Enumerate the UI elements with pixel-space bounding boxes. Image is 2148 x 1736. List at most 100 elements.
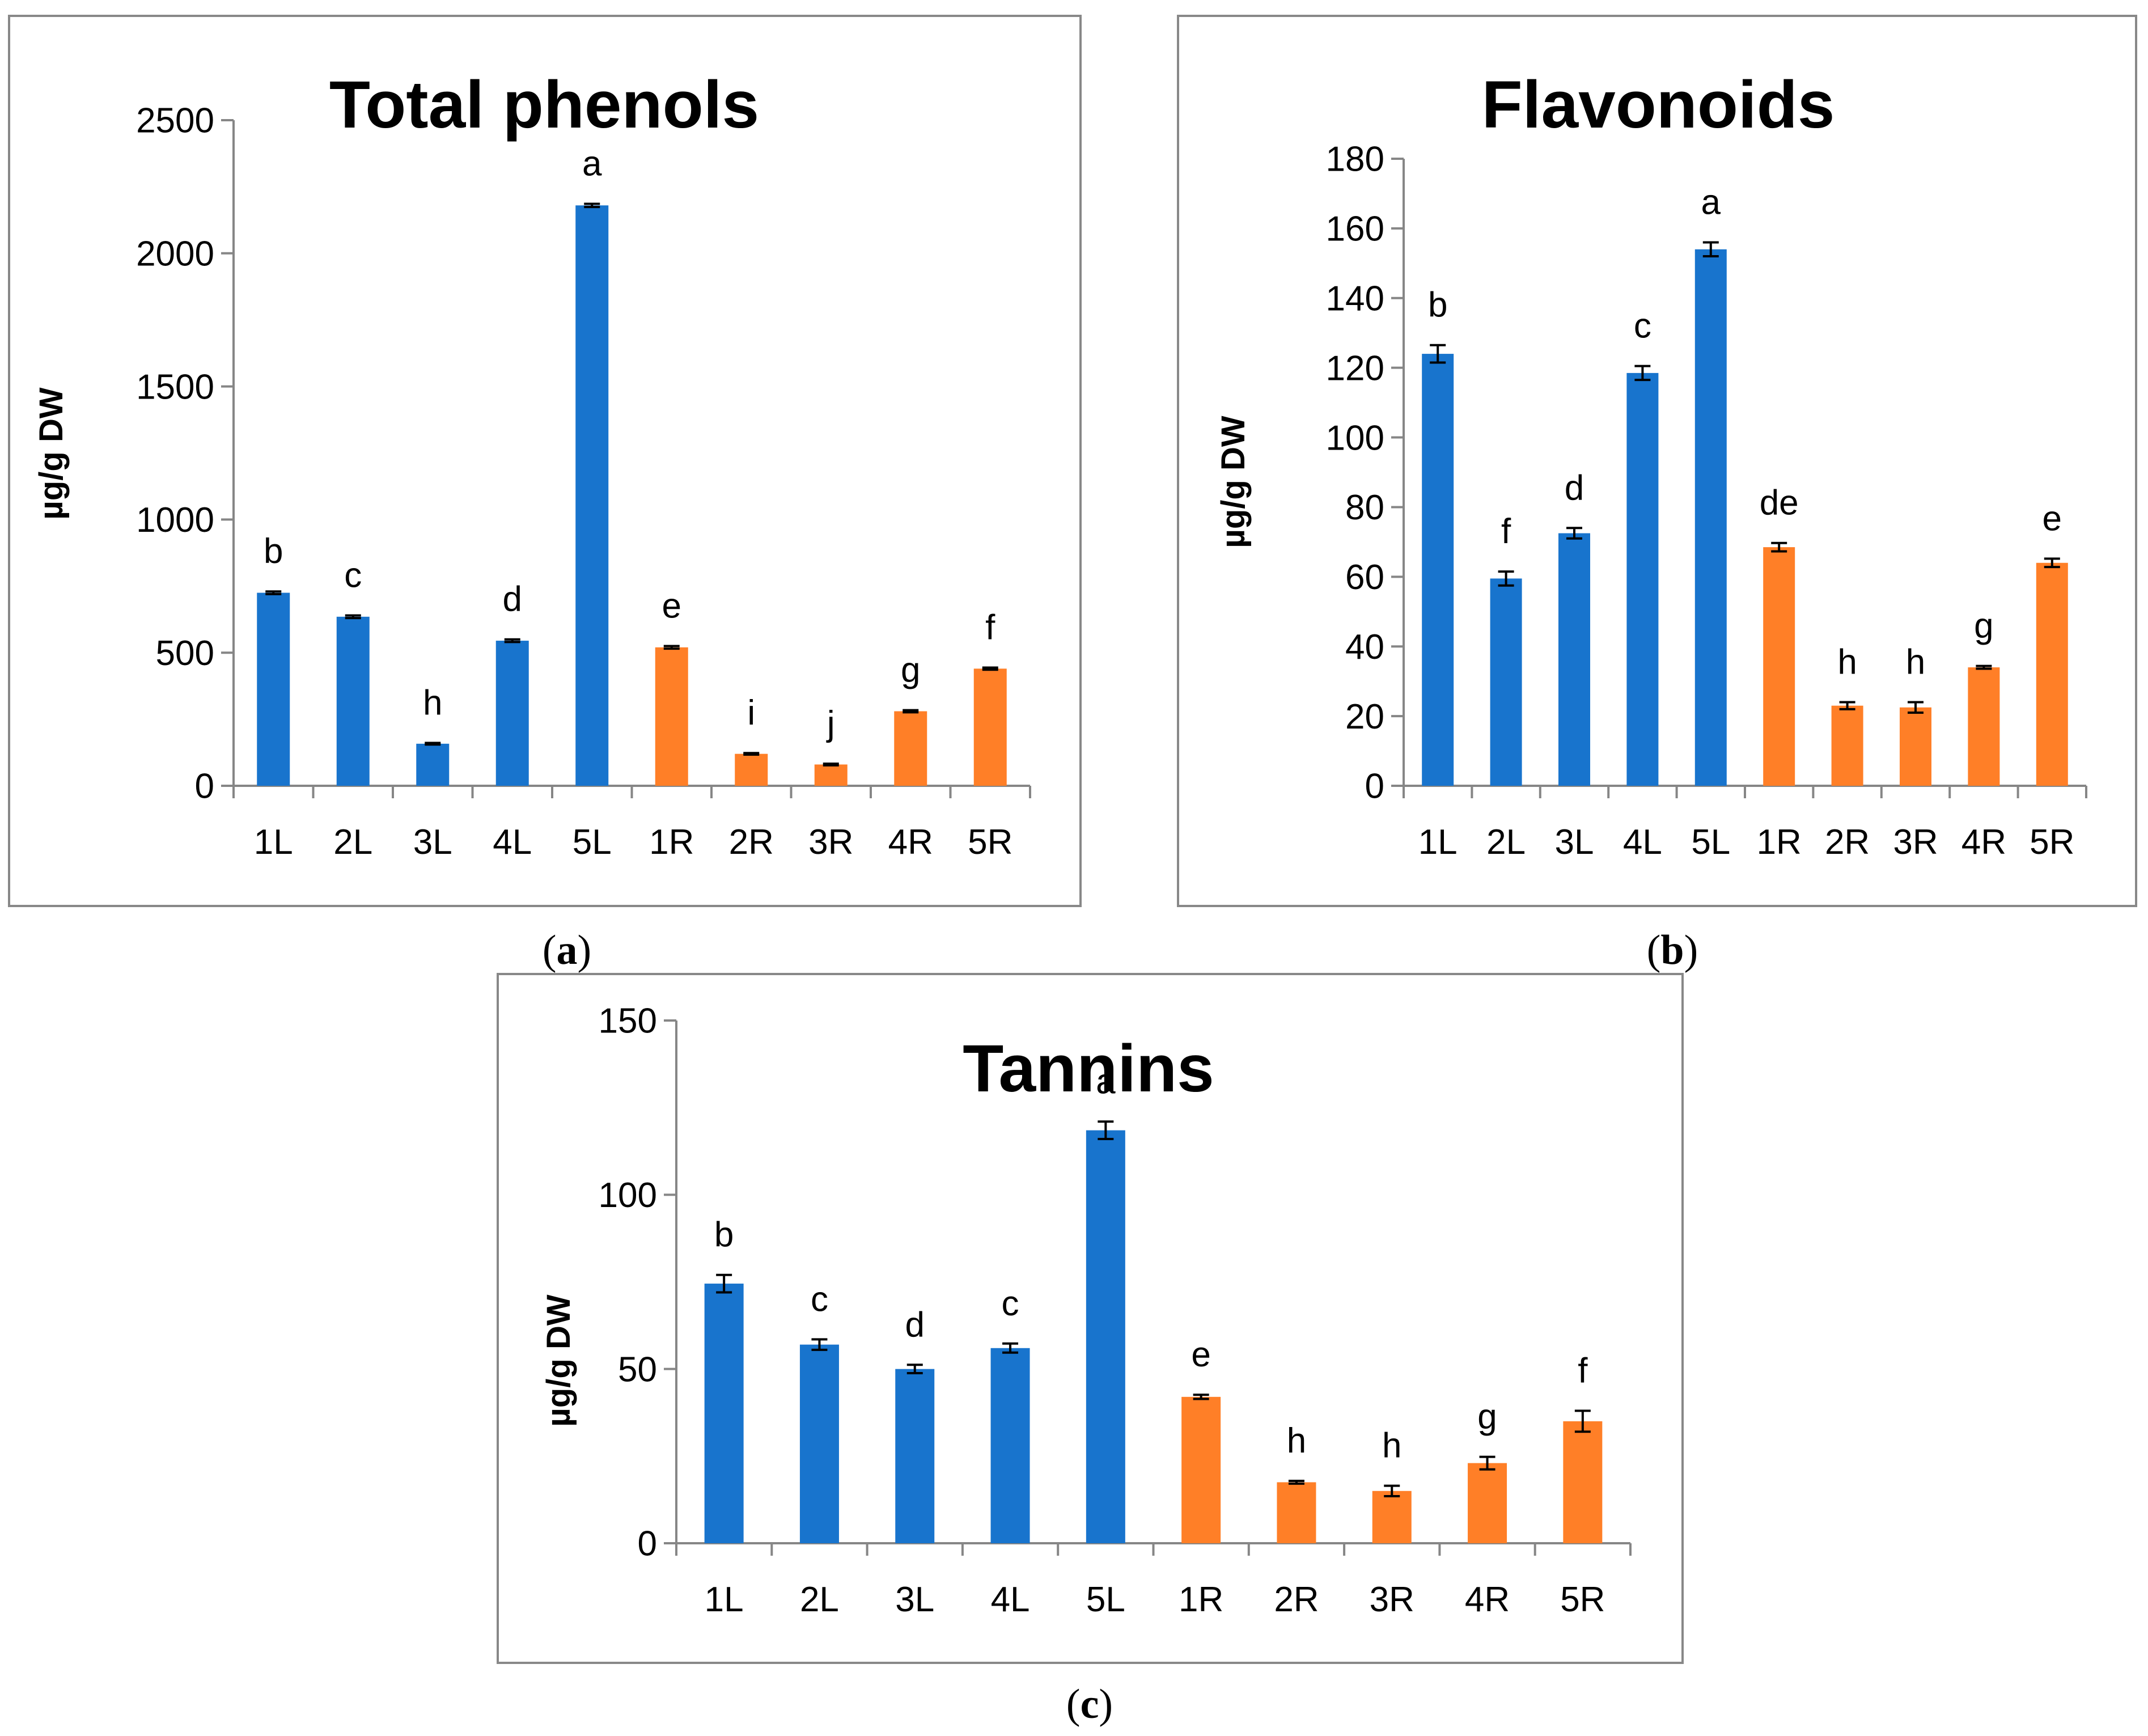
y-tick-label: 160 — [1326, 210, 1384, 249]
x-tick-label-3L: 3L — [895, 1580, 934, 1619]
x-tick-label-5L: 5L — [1691, 823, 1730, 862]
bar-3R — [1900, 707, 1931, 786]
error-bar-2L — [811, 1338, 828, 1351]
significance-letter-3L: d — [1565, 468, 1584, 507]
chart-b-title: Flavonoids — [1482, 67, 1835, 142]
chart-b-ylabel: µg/g DW — [1215, 416, 1252, 548]
bar-5L — [1086, 1130, 1125, 1543]
bar-1L — [257, 592, 290, 786]
panel-b-caption-letter: b — [1660, 927, 1684, 973]
significance-letter-5R: f — [1578, 1351, 1588, 1390]
significance-letter-2R: h — [1837, 643, 1857, 682]
error-bar-4R — [903, 709, 919, 714]
y-tick-label: 500 — [156, 634, 214, 673]
significance-letter-1R: e — [662, 586, 681, 625]
significance-letter-5L: a — [1701, 183, 1721, 222]
bar-3L — [416, 743, 450, 786]
error-bar-5L — [1702, 241, 1719, 258]
bar-4L — [1626, 372, 1659, 786]
chart-c-ylabel: µg/g DW — [540, 1294, 577, 1426]
significance-letter-2L: c — [811, 1280, 828, 1319]
bar-4R — [1968, 667, 2000, 786]
error-bar-1L — [716, 1273, 732, 1294]
y-tick-label: 60 — [1345, 558, 1384, 597]
x-tick-label-5L: 5L — [573, 823, 612, 862]
error-bar-3L — [1566, 527, 1582, 540]
panel-a-caption-letter: a — [557, 927, 578, 973]
x-tick-label-1L: 1L — [1418, 823, 1458, 862]
error-bar-4L — [504, 638, 520, 643]
bar-4L — [495, 641, 529, 786]
y-tick-label: 0 — [638, 1525, 657, 1564]
chart-b-xticks: 1L 2L 3L 4L 5L 1R 2R 3R 4R 5R — [1403, 786, 2087, 862]
error-bar-4L — [1002, 1342, 1019, 1354]
error-bar-1R — [663, 645, 680, 650]
significance-letter-4R: g — [1477, 1398, 1497, 1437]
bar-4R — [1468, 1463, 1507, 1543]
x-tick-label-2R: 2R — [1825, 823, 1870, 862]
bar-4L — [990, 1348, 1030, 1543]
y-tick-label: 100 — [599, 1176, 657, 1215]
significance-letter-3L: d — [905, 1305, 925, 1344]
x-tick-label-3R: 3R — [1370, 1580, 1414, 1619]
panel-b-caption: (b) — [1647, 927, 1698, 973]
y-tick-label: 40 — [1345, 628, 1384, 667]
error-bar-1L — [1430, 344, 1446, 364]
bar-5L — [575, 205, 609, 786]
bar-5R — [1563, 1421, 1603, 1543]
error-bar-3L — [906, 1364, 923, 1375]
error-bar-1L — [265, 590, 282, 595]
significance-letter-3R: h — [1906, 643, 1925, 682]
x-tick-label-5R: 5R — [968, 823, 1012, 862]
significance-letter-4R: g — [901, 651, 920, 690]
error-bar-3R — [1384, 1484, 1400, 1498]
error-bar-3L — [425, 742, 441, 746]
significance-letter-2R: i — [747, 693, 755, 732]
y-tick-label: 100 — [1326, 418, 1384, 458]
bar-1L — [1422, 354, 1454, 786]
error-bar-3R — [823, 763, 839, 767]
bar-2R — [735, 753, 768, 786]
chart-a-ylabel: µg/g DW — [33, 387, 70, 519]
x-tick-label-2L: 2L — [1486, 823, 1526, 862]
error-bar-5R — [1574, 1409, 1591, 1433]
error-bar-4R — [1976, 664, 1992, 670]
y-tick-label: 180 — [1326, 140, 1384, 179]
error-bar-5L — [1098, 1120, 1114, 1140]
bar-2L — [1490, 578, 1522, 786]
y-tick-label: 0 — [1365, 767, 1384, 806]
bar-1R — [1181, 1396, 1221, 1543]
x-tick-label-4R: 4R — [1961, 823, 2006, 862]
chart-b-yticks: 0 20 40 60 80 100 120 140 160 180 — [1326, 140, 1404, 806]
x-tick-label-4L: 4L — [493, 823, 532, 862]
error-bar-2R — [743, 752, 760, 756]
chart-c-xticks: 1L 2L 3L 4L 5L 1R 2R 3R 4R 5R — [675, 1543, 1632, 1619]
x-tick-label-1L: 1L — [705, 1580, 744, 1619]
chart-b-plot: b f d c a de h h g e — [1403, 159, 2086, 787]
y-tick-label: 140 — [1326, 279, 1384, 318]
chart-a-yticks: 0 500 1000 1500 2000 2500 — [136, 101, 234, 806]
chart-a-xticks: 1L 2L 3L 4L 5L 1R 2R 3R 4R 5R — [232, 786, 1031, 862]
x-tick-label-4R: 4R — [1465, 1580, 1510, 1619]
chart-c-title: Tannins — [963, 1031, 1214, 1106]
bar-4R — [894, 711, 927, 786]
x-tick-label-5L: 5L — [1086, 1580, 1125, 1619]
y-tick-label: 2000 — [136, 235, 214, 274]
bar-2L — [799, 1344, 839, 1543]
bar-1R — [1763, 547, 1795, 786]
bar-3R — [814, 764, 848, 786]
x-tick-label-1R: 1R — [1179, 1580, 1223, 1619]
chart-c-plot: b c d c a e h h g f — [675, 1021, 1630, 1544]
error-bar-2R — [1288, 1479, 1304, 1485]
y-tick-label: 120 — [1326, 349, 1384, 388]
error-bar-3R — [1908, 701, 1924, 714]
error-bar-4R — [1479, 1455, 1495, 1471]
x-tick-label-4R: 4R — [888, 823, 933, 862]
x-tick-label-1R: 1R — [649, 823, 694, 862]
panel-c-caption-letter: c — [1081, 1681, 1099, 1727]
significance-letter-3L: h — [423, 683, 442, 722]
significance-letter-5L: a — [1096, 1062, 1116, 1101]
significance-letter-4R: g — [1974, 607, 1993, 646]
bar-3L — [895, 1369, 935, 1543]
